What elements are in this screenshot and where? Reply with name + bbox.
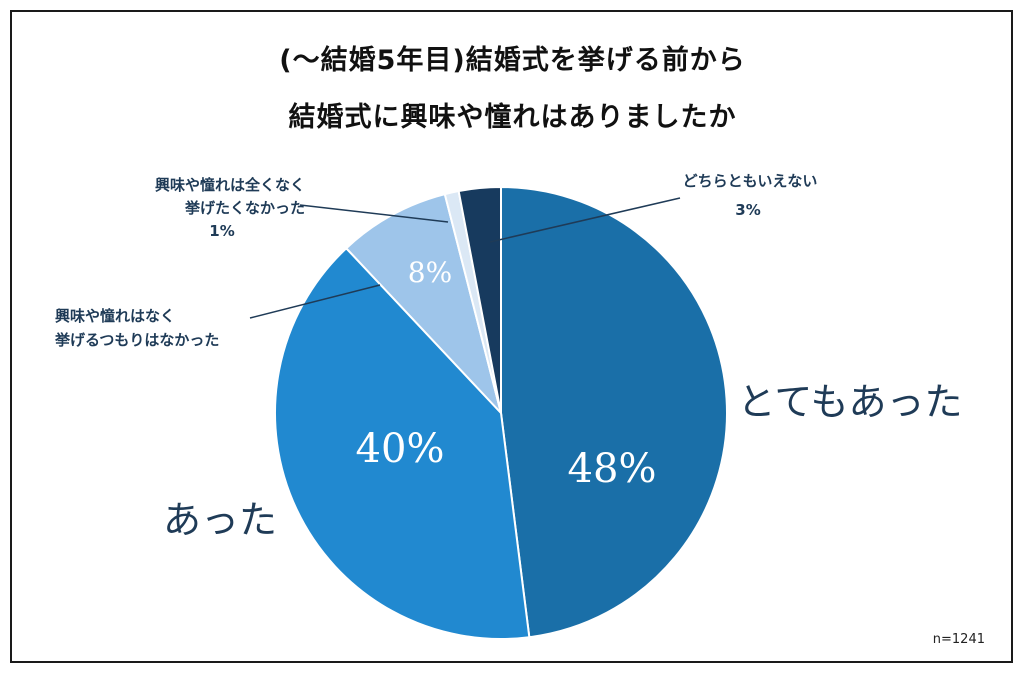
sample-size-note: n=1241	[932, 632, 985, 647]
pct-naku: 8%	[408, 256, 452, 289]
pct-totemo-atta: 48%	[568, 446, 657, 492]
pct-atta: 40%	[356, 426, 445, 472]
label-atta: あった	[163, 498, 277, 542]
label-zenku-pct: 1%	[209, 222, 234, 240]
label-zenku-line2: 挙げたくなかった	[184, 199, 305, 217]
label-dochira: どちらともいえない	[683, 172, 818, 190]
leader-line-zenku	[299, 204, 449, 223]
chart-title-line1: (〜結婚5年目)結婚式を挙げる前から	[279, 45, 746, 76]
leader-line-naku	[249, 284, 381, 319]
label-zenku-line1: 興味や憧れは全くなく	[155, 176, 305, 194]
label-naku-line1: 興味や憧れはなく	[55, 307, 175, 325]
slice-totemo-atta	[500, 185, 728, 639]
label-naku-line2: 挙げるつもりはなかった	[54, 331, 219, 349]
slice-atta	[274, 246, 531, 640]
label-totemo-atta: とてもあった	[738, 380, 963, 424]
slice-dochira	[457, 185, 502, 414]
leader-line-dochira	[489, 197, 681, 243]
chart-title-line2: 結婚式に興味や憧れはありましたか	[288, 102, 737, 133]
label-dochira-pct: 3%	[735, 201, 760, 219]
